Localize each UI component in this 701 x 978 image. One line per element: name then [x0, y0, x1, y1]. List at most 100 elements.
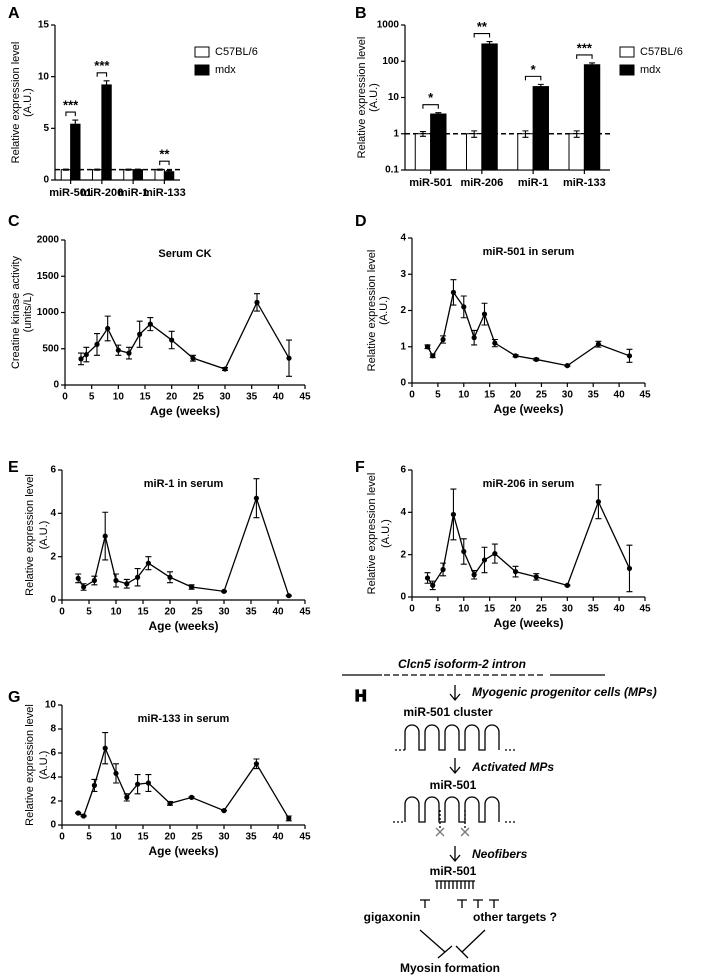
y-axis-label: (units/L) — [22, 293, 34, 333]
x-tick-label: 35 — [245, 832, 257, 843]
significance-bracket — [576, 54, 593, 59]
y-axis-label: Creatine kinase activity — [10, 255, 22, 369]
bar — [481, 43, 498, 171]
significance-bracket — [524, 75, 542, 81]
point — [94, 341, 100, 347]
x-tick-label: 5 — [86, 832, 92, 843]
line — [77, 496, 290, 596]
bar — [532, 86, 549, 171]
point — [190, 355, 196, 361]
x-tick-label: miR-1 — [518, 177, 549, 189]
line — [427, 500, 631, 587]
y-tick-label: 2 — [400, 549, 406, 560]
bar — [466, 133, 483, 171]
line — [80, 300, 290, 370]
error-bar — [125, 168, 132, 171]
arrow — [449, 685, 461, 702]
inhibit — [420, 899, 499, 908]
significance-bracket — [473, 32, 491, 38]
significance-label: ** — [477, 19, 488, 34]
y-tick-label: 1000 — [377, 20, 400, 31]
point — [145, 780, 151, 786]
outcome-label: Myosin formation — [400, 961, 500, 975]
point — [102, 533, 108, 539]
x-tick-label: 40 — [614, 390, 626, 401]
x-tick-label: 10 — [458, 604, 470, 615]
bar — [70, 123, 81, 181]
x-tick-label: 5 — [86, 607, 92, 618]
error-bar — [522, 130, 529, 138]
chart-title: miR-501 in serum — [483, 246, 575, 258]
y-tick-label: 0 — [50, 820, 56, 831]
point — [102, 745, 108, 751]
significance-label: ** — [159, 147, 170, 162]
x-tick-label: 0 — [409, 390, 415, 401]
y-tick-label: 8 — [50, 724, 56, 735]
panel-letter: G — [8, 689, 20, 706]
x-axis-label: Age (weeks) — [493, 402, 563, 416]
point — [135, 574, 141, 580]
cluster-label: miR-501 cluster — [403, 705, 493, 719]
x-tick-label: 10 — [110, 607, 122, 618]
point — [113, 770, 119, 777]
x-tick-label: miR-206 — [80, 187, 123, 199]
x-tick-label: miR-1 — [118, 187, 149, 199]
error-bar — [589, 62, 596, 68]
arrow — [449, 758, 461, 775]
point — [221, 588, 227, 594]
legend-swatch — [194, 46, 210, 58]
y-tick-label: 6 — [50, 465, 56, 476]
legend-label: C57BL/6 — [640, 46, 683, 58]
error-bar — [72, 119, 79, 129]
diagram: H Clcn5 isoform-2 intron Myogenic progen… — [342, 657, 657, 975]
point — [147, 321, 153, 327]
y-tick-label: 3 — [400, 269, 406, 280]
point — [471, 572, 477, 578]
chart-title: miR-133 in serum — [138, 713, 230, 725]
significance-label: * — [428, 90, 434, 105]
point — [461, 304, 467, 310]
legend-swatch — [619, 46, 635, 58]
point — [145, 560, 151, 566]
point — [424, 344, 431, 350]
point — [253, 761, 259, 767]
y-axis-label: Relative expression level — [10, 42, 22, 164]
inhibit — [419, 929, 486, 959]
y-tick-label: 4 — [50, 508, 56, 519]
point — [481, 557, 488, 563]
mature-label: miR-501 — [430, 864, 477, 878]
error-bar — [537, 83, 544, 90]
point — [440, 336, 446, 343]
cut-site — [439, 810, 466, 828]
x-tick-label: 40 — [272, 607, 284, 618]
panel-letter: F — [355, 459, 365, 476]
x-tick-label: 5 — [89, 392, 95, 403]
error-bar — [419, 131, 426, 137]
y-axis-label: (A.U.) — [368, 83, 380, 112]
point — [512, 353, 519, 359]
panel-letter: H — [355, 688, 367, 705]
point — [124, 794, 130, 801]
y-tick-label: 10 — [38, 71, 50, 82]
point — [450, 511, 457, 518]
bar — [101, 84, 112, 181]
significance-bracket — [96, 72, 108, 77]
x-axis-label: Age (weeks) — [148, 844, 218, 858]
significance-bracket — [65, 111, 76, 117]
bar — [414, 133, 432, 171]
x-tick-label: 20 — [166, 392, 178, 403]
y-tick-label: 0 — [400, 378, 406, 389]
x-tick-label: 10 — [458, 390, 470, 401]
y-axis-label: (A.U.) — [380, 519, 392, 548]
x-tick-label: 45 — [299, 392, 311, 403]
significance-label: *** — [94, 58, 110, 73]
point — [91, 577, 97, 584]
point — [595, 499, 602, 505]
x-tick-label: 20 — [164, 607, 176, 618]
x-tick-label: miR-206 — [460, 177, 503, 189]
error-bar — [156, 168, 163, 171]
y-tick-label: 0 — [43, 175, 49, 186]
error-bar — [486, 40, 493, 48]
x-tick-label: 25 — [536, 604, 548, 615]
gene-label: Clcn5 isoform-2 intron — [398, 657, 526, 671]
